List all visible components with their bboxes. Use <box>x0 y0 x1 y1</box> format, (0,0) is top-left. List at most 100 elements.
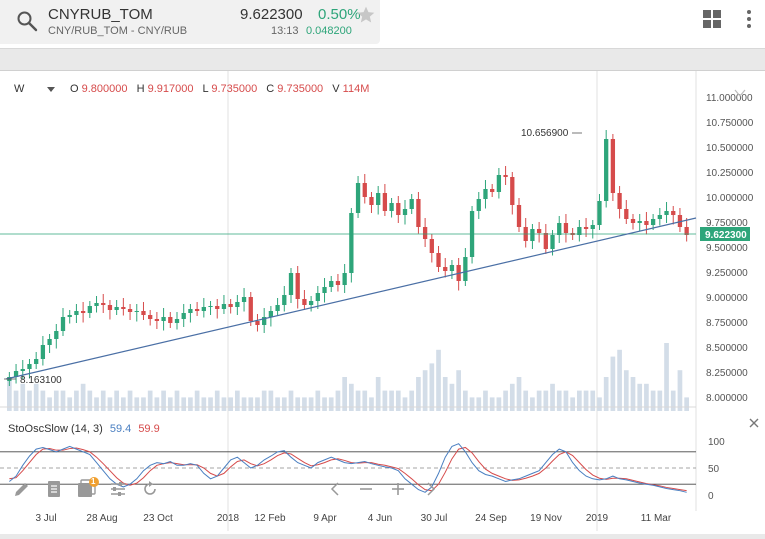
zoom-in-icon[interactable] <box>390 481 406 497</box>
volume-bar <box>349 383 354 411</box>
volume-bar <box>20 383 26 411</box>
candle-body <box>490 189 495 192</box>
pencil-icon[interactable] <box>12 479 32 499</box>
candle-body <box>436 253 441 267</box>
time-tick-label: 30 Jul <box>421 513 448 524</box>
candle-body <box>543 233 548 249</box>
volume-bar <box>47 397 52 411</box>
candle-body <box>684 227 689 235</box>
sliders-icon[interactable] <box>108 479 128 499</box>
candle-body <box>302 299 307 305</box>
candle-body <box>644 221 649 225</box>
time-tick-label: 2019 <box>586 513 609 524</box>
volume-bar <box>295 397 301 411</box>
candle-body <box>516 205 522 227</box>
candle-body <box>221 304 227 309</box>
search-icon[interactable] <box>16 10 38 32</box>
volume-bar <box>7 377 12 411</box>
price-tick-label: 8.000000 <box>706 393 748 404</box>
candle-body <box>389 203 394 211</box>
chevron-left-icon[interactable] <box>328 481 344 497</box>
candle-body <box>161 317 166 321</box>
candle-body <box>597 201 602 225</box>
volume-bar <box>235 390 240 411</box>
open-value: 9.800000 <box>81 83 128 95</box>
volume-bar <box>174 390 180 411</box>
price-tick-label: 9.500000 <box>706 243 748 254</box>
candle-body <box>107 305 113 310</box>
layers-icon[interactable] <box>76 477 100 499</box>
last-price-label: 9.622300 <box>705 230 747 241</box>
time-tick-label: 11 Mar <box>641 513 672 524</box>
chart-panel[interactable]: 11.000000 10.750000 10.500000 10.250000 10.0… <box>0 70 765 534</box>
candle-body <box>671 211 676 215</box>
volume-bar <box>570 397 575 411</box>
candle-body <box>443 267 448 271</box>
last-price-tag: 9.622300 <box>700 227 750 241</box>
volume-bar <box>516 377 522 411</box>
refresh-icon[interactable] <box>140 479 160 499</box>
volume-bar <box>208 397 213 411</box>
low-label: 8.163100 <box>20 375 62 386</box>
candle-body <box>262 317 267 325</box>
volume-bar <box>409 390 415 411</box>
time-axis[interactable]: 3 Jul 28 Aug 23 Oct 2018 12 Feb 9 Apr 4 Jun 30 … <box>35 513 671 524</box>
time-tick-label: 28 Aug <box>86 513 117 524</box>
volume-bar <box>248 397 254 411</box>
volume-bar <box>40 390 46 411</box>
candle-body <box>409 199 414 209</box>
time-tick-label: 23 Oct <box>143 513 173 524</box>
price-axis[interactable]: 11.000000 10.750000 10.500000 10.250000 10.0… <box>706 93 754 404</box>
candle-body <box>677 215 683 227</box>
candle-body <box>563 223 569 233</box>
volume-bar <box>536 390 542 411</box>
close-icon[interactable] <box>748 417 760 429</box>
symbol-info-panel[interactable]: CNYRUB_TOM CNY/RUB_TOM - CNY/RUB 9.62230… <box>0 0 380 44</box>
volume-bar <box>677 370 683 411</box>
volume-bar <box>201 397 207 411</box>
oscillator-panel[interactable]: 100 50 0 <box>0 437 725 502</box>
volume-bar <box>563 390 569 411</box>
volume-bar <box>328 397 334 411</box>
chevron-right-icon[interactable] <box>422 481 438 497</box>
candle-body <box>376 193 381 205</box>
price-tick-label: 8.750000 <box>706 318 748 329</box>
candle-body <box>657 215 662 219</box>
star-icon[interactable] <box>356 5 376 25</box>
interval-selector[interactable]: W <box>14 83 56 95</box>
high-key: H <box>136 83 145 95</box>
volume-bar <box>161 390 166 411</box>
candle-body <box>422 227 428 239</box>
oscillator-name: StoOscSlow (14, 3) <box>8 423 103 435</box>
ohlc-legend: O 9.800000 H 9.917000 L 9.735000 C 9.735… <box>70 83 369 95</box>
candle-body <box>342 273 347 285</box>
symbol-name: CNYRUB_TOM <box>48 6 153 23</box>
volume-bar <box>463 390 468 411</box>
candle-body <box>536 229 542 233</box>
volume-key: V <box>332 83 340 95</box>
high-value: 9.917000 <box>147 83 194 95</box>
volume-bar <box>288 390 294 411</box>
trend-line[interactable] <box>5 217 697 380</box>
document-icon[interactable] <box>44 479 64 499</box>
volume-bar <box>610 356 616 411</box>
candle-body <box>94 303 99 306</box>
volume-bar <box>147 390 153 411</box>
candle-body <box>335 281 341 285</box>
pair-description: CNY/RUB_TOM - CNY/RUB <box>48 25 188 37</box>
oscillator-legend[interactable]: StoOscSlow (14, 3) 59.4 59.9 <box>8 423 160 435</box>
volume-bar <box>255 397 260 411</box>
candle-body <box>288 273 294 295</box>
grid-icon[interactable] <box>702 9 722 29</box>
more-vert-icon[interactable] <box>744 9 754 29</box>
time-tick-label: 12 Feb <box>254 513 286 524</box>
oscillator-d-value: 59.9 <box>138 423 160 435</box>
oscillator-k-line <box>9 443 687 493</box>
zoom-out-icon[interactable] <box>358 481 374 497</box>
volume-bar <box>275 397 280 411</box>
candle-body <box>637 221 642 223</box>
change-absolute: 0.048200 <box>306 25 352 37</box>
price-chart[interactable]: 11.000000 10.750000 10.500000 10.250000 10.0… <box>0 71 765 534</box>
candle-body <box>503 175 508 177</box>
candle-body <box>617 193 622 209</box>
